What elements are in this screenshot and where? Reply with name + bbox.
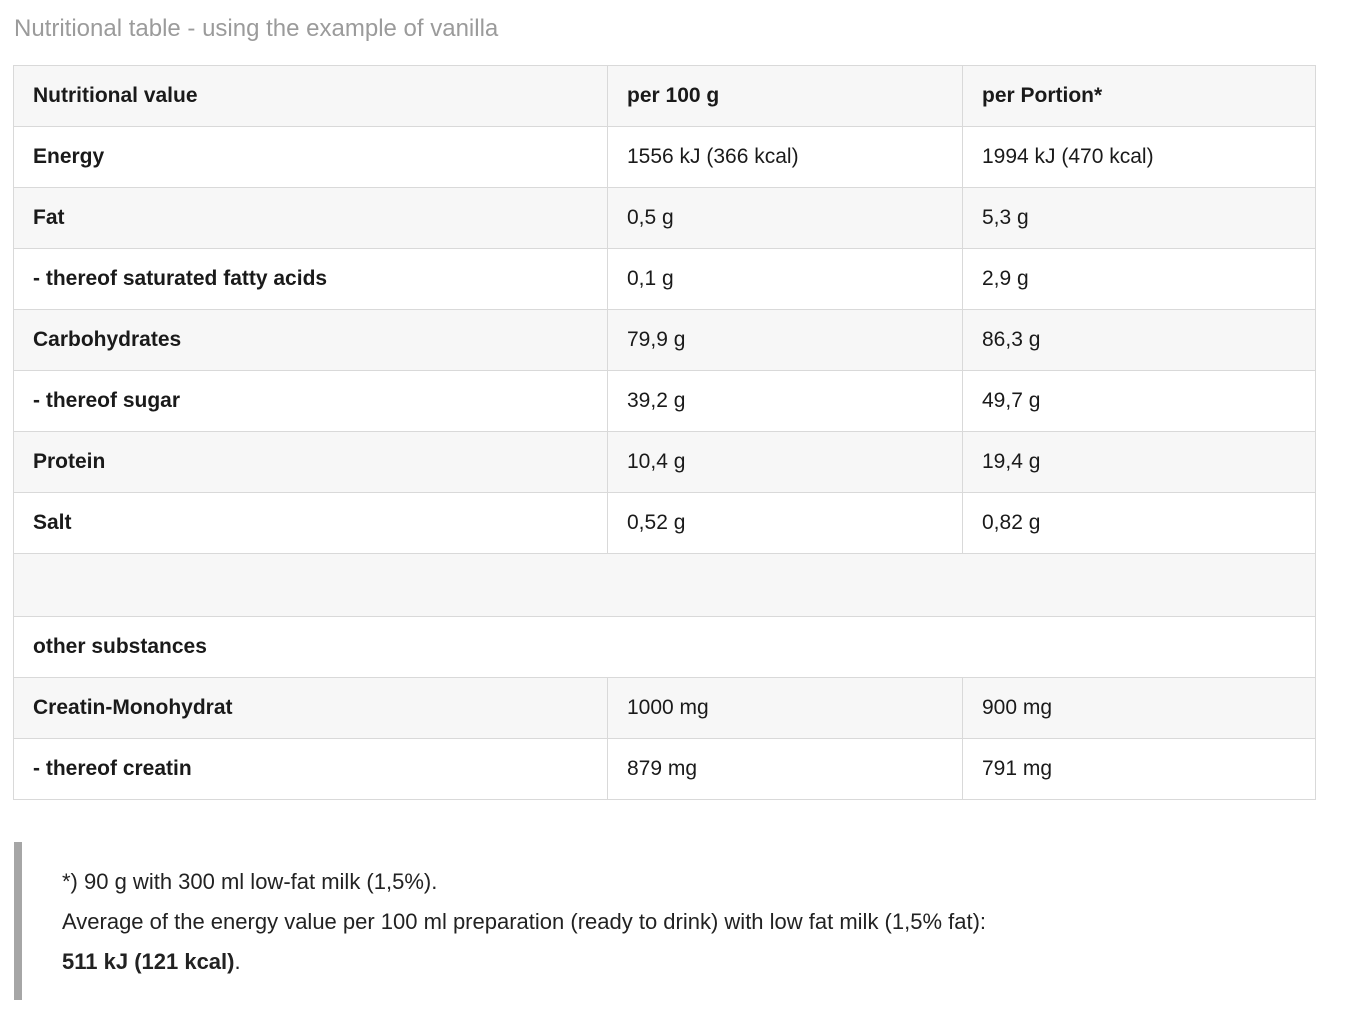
value-per-portion: 19,4 g xyxy=(962,431,1316,493)
value-per-100g: 10,4 g xyxy=(607,431,963,493)
table-row-fat: Fat 0,5 g 5,3 g xyxy=(13,187,1316,249)
row-label: Energy xyxy=(13,126,608,188)
row-label: Salt xyxy=(13,492,608,554)
column-header-nutritional-value: Nutritional value xyxy=(13,65,608,127)
table-row-salt: Salt 0,52 g 0,82 g xyxy=(13,492,1316,554)
value-per-portion: 86,3 g xyxy=(962,309,1316,371)
table-row-carbohydrates: Carbohydrates 79,9 g 86,3 g xyxy=(13,309,1316,371)
spacer-row xyxy=(13,553,1316,617)
value-per-portion: 2,9 g xyxy=(962,248,1316,310)
value-per-portion: 791 mg xyxy=(962,738,1316,800)
row-label: Carbohydrates xyxy=(13,309,608,371)
value-per-portion: 5,3 g xyxy=(962,187,1316,249)
footnote-line-2: Average of the energy value per 100 ml p… xyxy=(62,909,987,934)
table-header-row: Nutritional value per 100 g per Portion* xyxy=(13,65,1316,127)
row-label: Protein xyxy=(13,431,608,493)
table-row-creatin-monohydrat: Creatin-Monohydrat 1000 mg 900 mg xyxy=(13,677,1316,739)
row-label: Fat xyxy=(13,187,608,249)
row-label: - thereof creatin xyxy=(13,738,608,800)
value-per-100g: 1556 kJ (366 kcal) xyxy=(607,126,963,188)
table-row-protein: Protein 10,4 g 19,4 g xyxy=(13,431,1316,493)
value-per-100g: 0,1 g xyxy=(607,248,963,310)
table-row-energy: Energy 1556 kJ (366 kcal) 1994 kJ (470 k… xyxy=(13,126,1316,188)
value-per-portion: 1994 kJ (470 kcal) xyxy=(962,126,1316,188)
value-per-portion: 900 mg xyxy=(962,677,1316,739)
footnote-energy-value: 511 kJ (121 kcal) xyxy=(62,949,235,974)
footnote-period: . xyxy=(234,949,241,974)
value-per-portion: 0,82 g xyxy=(962,492,1316,554)
table-row-saturated-fatty-acids: - thereof saturated fatty acids 0,1 g 2,… xyxy=(13,248,1316,310)
table-row-thereof-creatin: - thereof creatin 879 mg 791 mg xyxy=(13,738,1316,800)
row-label: - thereof saturated fatty acids xyxy=(13,248,608,310)
spacer-cell xyxy=(13,553,1316,617)
value-per-100g: 0,52 g xyxy=(607,492,963,554)
section-header-row: other substances xyxy=(13,616,1316,678)
portion-footnote: *) 90 g with 300 ml low-fat milk (1,5%).… xyxy=(14,842,1340,1000)
footnote-line-3: 511 kJ (121 kcal). xyxy=(62,942,1310,982)
section-header-label: other substances xyxy=(13,616,1316,678)
value-per-portion: 49,7 g xyxy=(962,370,1316,432)
table-row-sugar: - thereof sugar 39,2 g 49,7 g xyxy=(13,370,1316,432)
value-per-100g: 879 mg xyxy=(607,738,963,800)
value-per-100g: 39,2 g xyxy=(607,370,963,432)
row-label: - thereof sugar xyxy=(13,370,608,432)
footnote-line-1: *) 90 g with 300 ml low-fat milk (1,5%). xyxy=(62,869,438,894)
nutrition-table: Nutritional value per 100 g per Portion*… xyxy=(13,65,1316,800)
column-header-per-portion: per Portion* xyxy=(962,65,1316,127)
value-per-100g: 1000 mg xyxy=(607,677,963,739)
column-header-per-100g: per 100 g xyxy=(607,65,963,127)
value-per-100g: 0,5 g xyxy=(607,187,963,249)
value-per-100g: 79,9 g xyxy=(607,309,963,371)
page-title: Nutritional table - using the example of… xyxy=(14,15,499,42)
row-label: Creatin-Monohydrat xyxy=(13,677,608,739)
